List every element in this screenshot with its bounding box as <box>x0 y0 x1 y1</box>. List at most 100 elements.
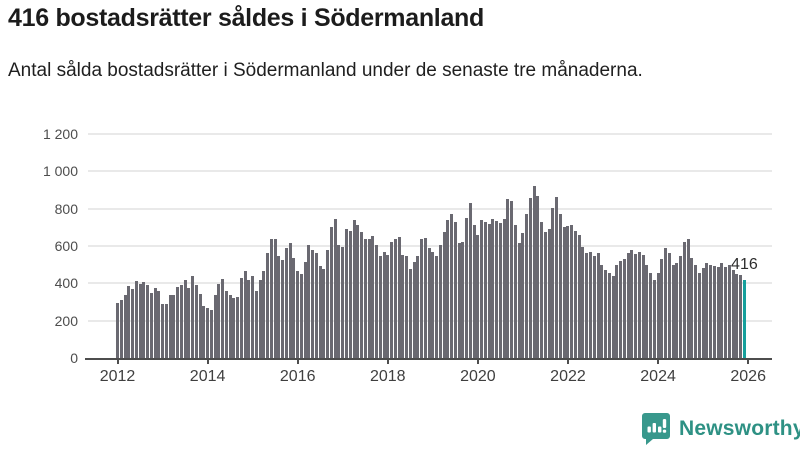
bar <box>378 256 382 358</box>
bar <box>348 231 352 358</box>
x-axis-tick <box>206 358 209 364</box>
bar <box>622 259 626 358</box>
bar <box>585 253 589 358</box>
bar <box>641 255 645 358</box>
bar <box>239 277 243 358</box>
x-axis-tick-label: 2016 <box>279 368 316 385</box>
bar <box>521 232 525 358</box>
bar <box>363 238 367 358</box>
bar <box>525 214 529 358</box>
x-axis-tick <box>476 358 479 364</box>
bar <box>416 256 420 358</box>
bar <box>634 254 638 358</box>
bar <box>281 260 285 358</box>
highlighted-bar <box>742 280 746 358</box>
bar <box>277 256 281 358</box>
bar <box>502 218 506 358</box>
bar <box>607 273 611 358</box>
bar <box>153 288 157 358</box>
bar <box>551 207 555 358</box>
chart-title: 416 bostadsrätter såldes i Södermanland <box>8 4 484 32</box>
bar <box>179 285 183 358</box>
bar <box>157 290 161 358</box>
x-axis-tick <box>747 358 750 364</box>
bar <box>476 234 480 358</box>
bar <box>168 295 172 358</box>
bar <box>161 303 165 358</box>
bar <box>652 279 656 358</box>
bar <box>386 255 390 358</box>
bar <box>408 269 412 358</box>
bar <box>528 198 532 358</box>
plot-area: 0 200 400 600 800 1 000 1 200 2012 2014 2016 2018 2… <box>43 126 772 385</box>
bar <box>341 246 345 358</box>
bar <box>727 264 731 358</box>
bar <box>198 293 202 358</box>
bar <box>131 288 135 358</box>
bar <box>682 242 686 358</box>
bar <box>288 243 292 358</box>
bar <box>221 278 225 358</box>
bar <box>468 203 472 358</box>
bar <box>307 245 311 358</box>
bar <box>686 239 690 358</box>
bar <box>393 239 397 358</box>
bar <box>172 294 176 358</box>
bar <box>649 273 653 358</box>
bar <box>217 284 221 358</box>
bar <box>367 239 371 358</box>
bar <box>322 269 326 358</box>
bar <box>731 270 735 358</box>
bar <box>292 258 296 358</box>
bar <box>142 282 146 358</box>
bar <box>690 258 694 358</box>
bar <box>619 260 623 358</box>
bar <box>645 264 649 358</box>
bar <box>495 220 499 358</box>
bar <box>581 246 585 358</box>
bar <box>506 199 510 358</box>
bar <box>344 229 348 358</box>
bar <box>401 255 405 358</box>
bar <box>405 256 409 358</box>
bar <box>450 214 454 358</box>
bar <box>299 274 303 358</box>
y-axis-tick-label: 1 200 <box>42 126 78 142</box>
chart-subtitle: Antal sålda bostadsrätter i Södermanland… <box>8 60 643 81</box>
bar <box>228 294 232 358</box>
bar <box>127 286 131 358</box>
bar <box>326 249 330 358</box>
bar <box>266 253 270 358</box>
bar <box>543 232 547 358</box>
bar <box>589 251 592 358</box>
bar <box>457 243 461 358</box>
bar <box>472 224 476 358</box>
bar <box>183 279 187 358</box>
bar <box>716 266 720 358</box>
bar <box>513 224 517 358</box>
latest-value-label: 416 <box>731 256 758 274</box>
x-axis-tick <box>566 358 569 364</box>
x-axis-tick-label: 2020 <box>460 368 496 385</box>
bar <box>134 280 138 358</box>
y-gridline <box>88 133 772 135</box>
y-axis-tick-label: 1 000 <box>42 163 78 180</box>
bar <box>382 251 386 358</box>
bar <box>329 227 333 358</box>
bar <box>337 245 341 358</box>
bar <box>356 224 360 358</box>
bar <box>427 247 431 358</box>
newsworthy-bubble-chart-icon <box>642 413 670 445</box>
bar <box>566 226 570 358</box>
newsworthy-wordmark: Newsworthy <box>679 416 800 440</box>
bar <box>318 265 322 358</box>
x-axis-tick-label: 2024 <box>640 368 676 385</box>
bar <box>570 225 574 358</box>
bar <box>671 264 675 358</box>
bar <box>739 274 743 358</box>
bar <box>487 223 491 358</box>
bar <box>615 264 619 358</box>
bar <box>254 290 258 358</box>
bar <box>123 295 127 358</box>
